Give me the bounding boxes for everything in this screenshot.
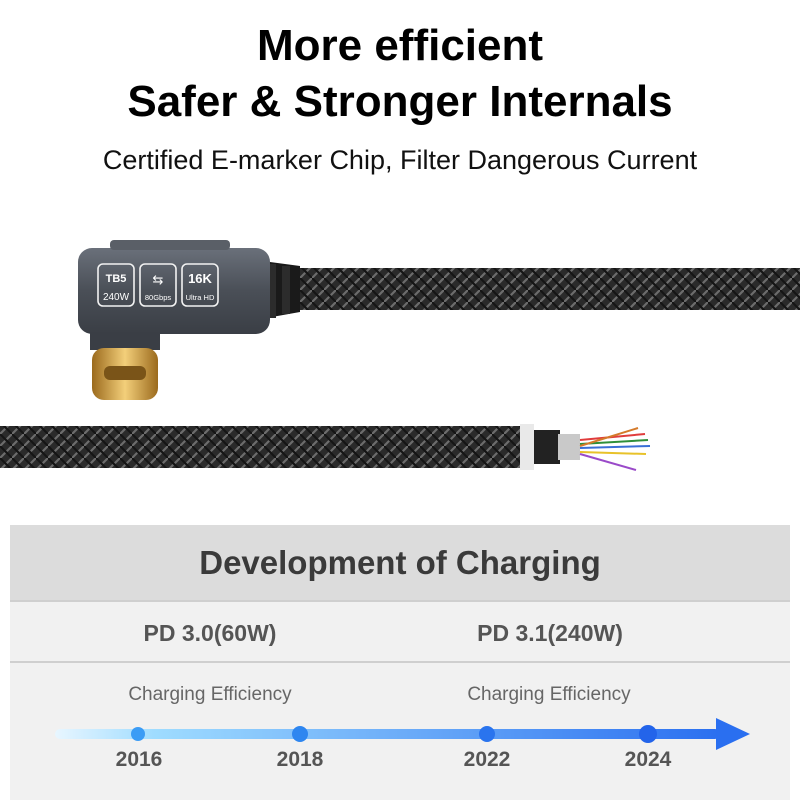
panel-title: Development of Charging xyxy=(10,525,790,600)
braided-cable-upper xyxy=(285,268,800,310)
timeline-arrowhead xyxy=(716,718,750,750)
timeline-bar xyxy=(55,729,720,739)
cable-illustration: TB5 240W ⇆ 80Gbps 16K Ultra HD xyxy=(0,240,800,471)
year-2024: 2024 xyxy=(624,748,672,771)
timeline-dot-2016 xyxy=(131,727,145,741)
timeline-arrow xyxy=(55,718,750,750)
badge-16k: 16K Ultra HD xyxy=(181,263,219,307)
timeline-dot-2022 xyxy=(479,726,495,742)
row-divider-2 xyxy=(10,661,790,663)
badge-80gbps-top: ⇆ xyxy=(153,273,164,288)
badge-tb5: TB5 240W xyxy=(97,263,135,307)
braided-cable-lower xyxy=(0,426,525,468)
year-2016: 2016 xyxy=(115,748,163,771)
year-2022: 2022 xyxy=(463,748,511,771)
subtitle: Certified E-marker Chip, Filter Dangerou… xyxy=(102,145,698,175)
badge-tb5-top: TB5 xyxy=(106,273,127,285)
timeline-dot-2018 xyxy=(292,726,308,742)
timeline-dot-2024 xyxy=(639,725,657,743)
headline-line-1: More efficient xyxy=(256,21,544,70)
standard-pd31: PD 3.1(240W) xyxy=(477,620,623,646)
badge-80gbps: ⇆ 80Gbps xyxy=(139,263,177,307)
year-2018: 2018 xyxy=(276,748,324,771)
connector-housing xyxy=(78,248,270,334)
headline-line-2: Safer & Stronger Internals xyxy=(127,77,673,126)
efficiency-label-2: Charging Efficiency xyxy=(467,684,631,705)
standard-pd30: PD 3.0(60W) xyxy=(143,620,277,646)
badge-16k-top: 16K xyxy=(188,271,212,286)
efficiency-label-1: Charging Efficiency xyxy=(128,684,292,705)
row-divider-1 xyxy=(10,600,790,602)
badge-16k-bottom: Ultra HD xyxy=(186,293,215,302)
badge-80gbps-bottom: 80Gbps xyxy=(145,293,172,302)
badge-tb5-bottom: 240W xyxy=(103,292,130,303)
stripped-cable-end xyxy=(520,424,651,471)
